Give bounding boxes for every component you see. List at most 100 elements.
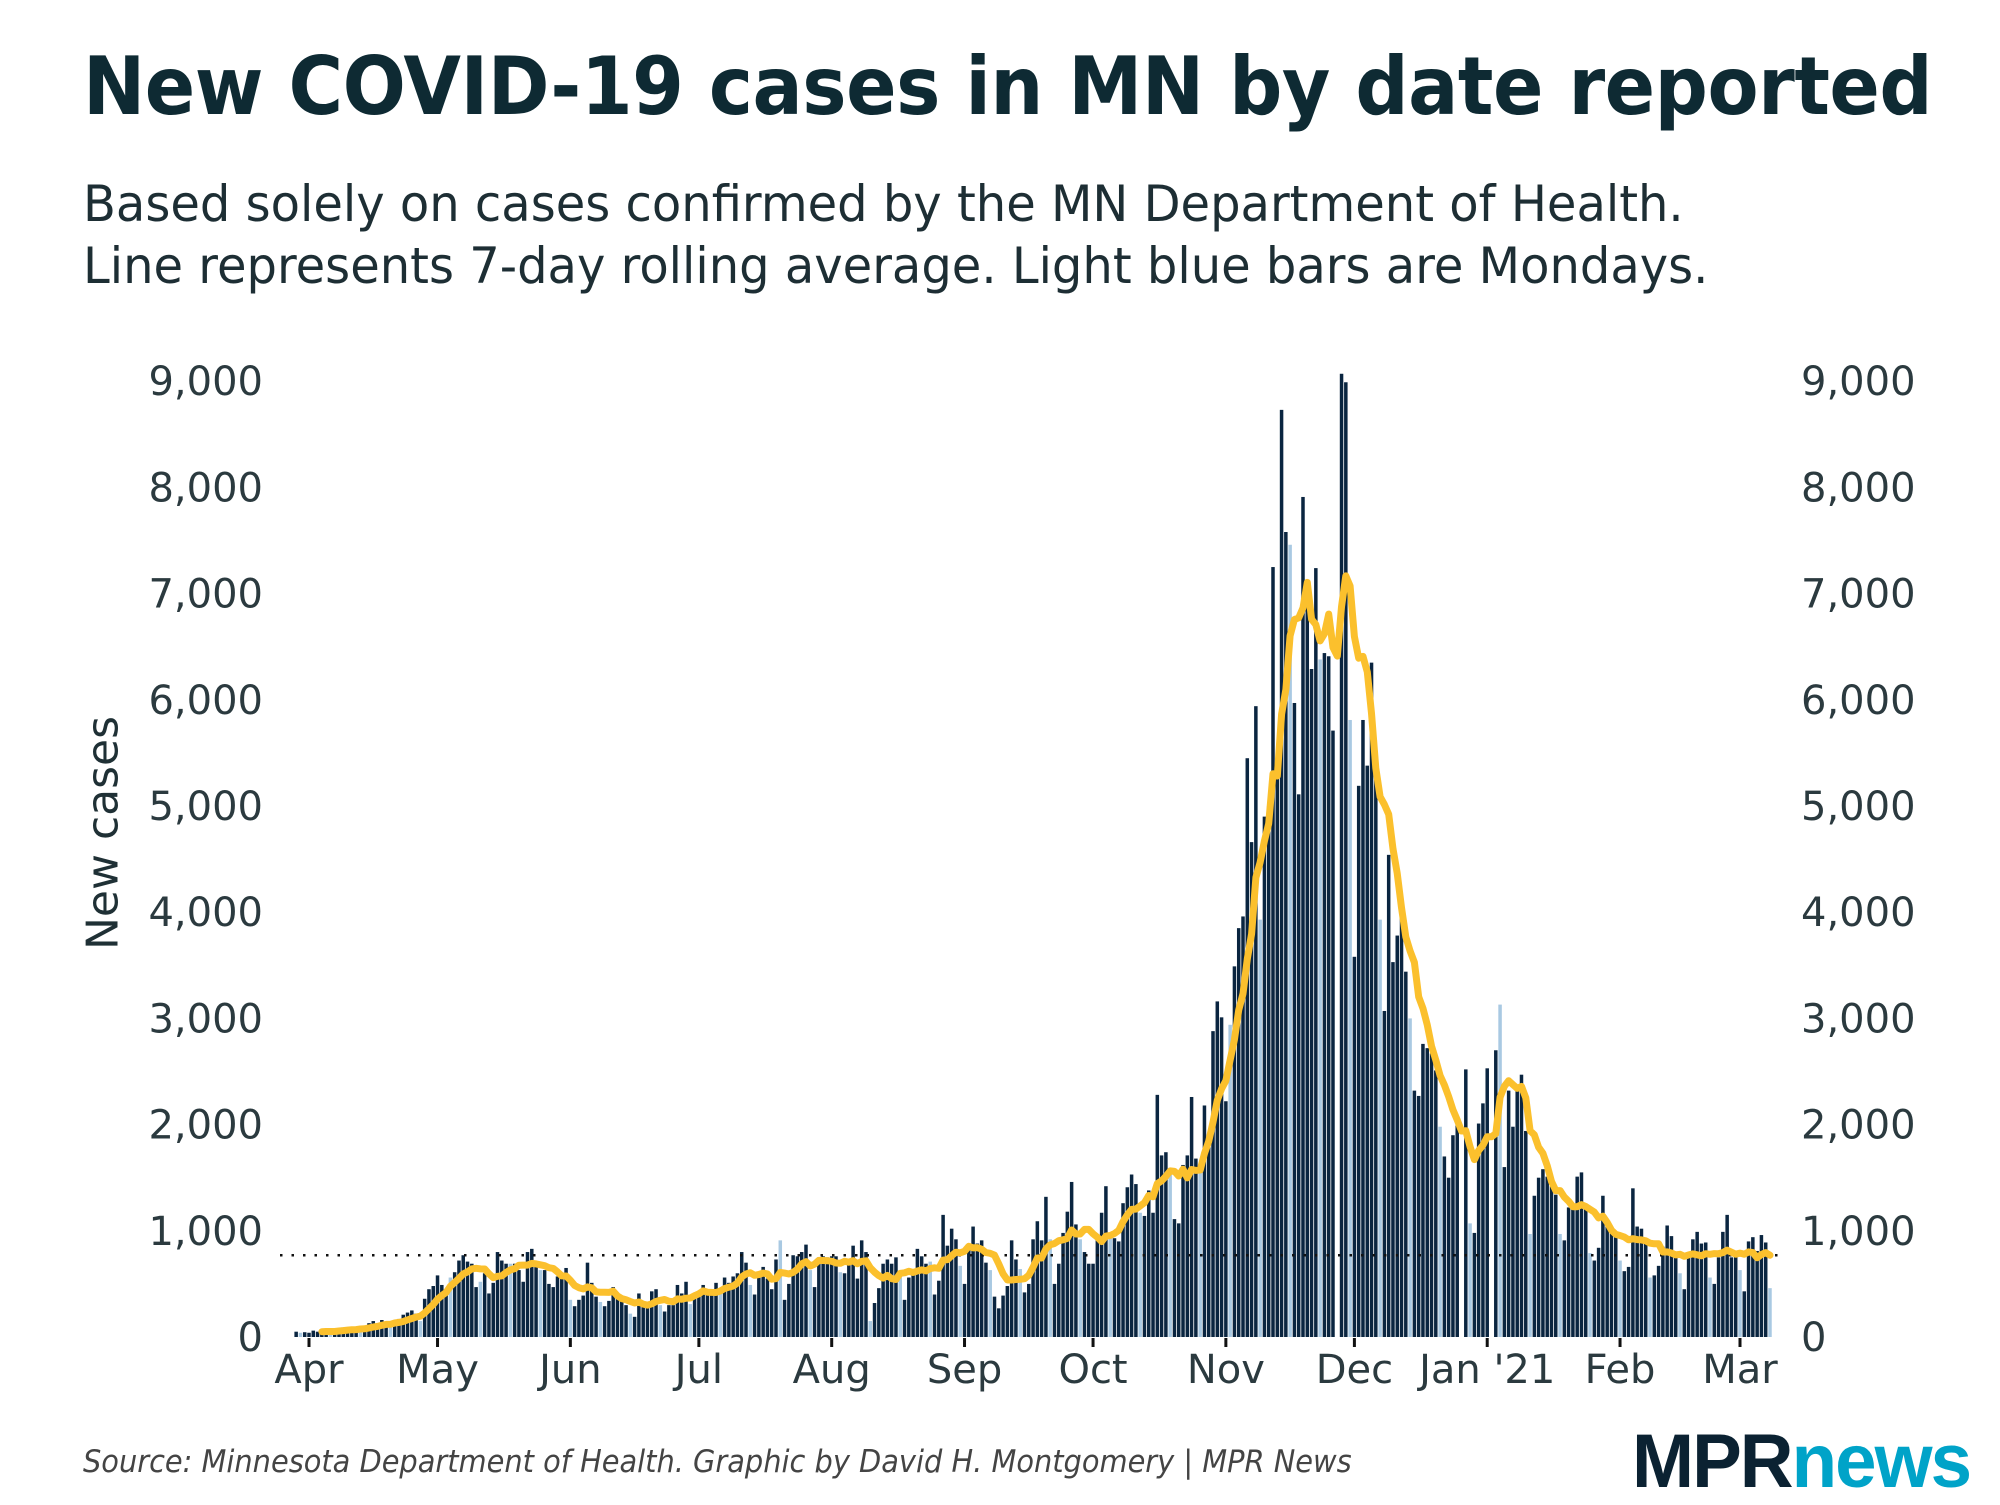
- daily-bar: [1241, 916, 1245, 1337]
- daily-bar: [902, 1299, 907, 1337]
- monday-bar: [1768, 1288, 1772, 1337]
- daily-bar: [1639, 1228, 1644, 1337]
- monday-bar: [1618, 1260, 1622, 1337]
- daily-bar: [1374, 766, 1378, 1337]
- daily-bar: [1759, 1235, 1764, 1337]
- daily-bar: [1065, 1211, 1070, 1337]
- daily-bar: [1549, 1186, 1554, 1337]
- monday-bar: [868, 1321, 873, 1337]
- daily-bar: [1339, 373, 1344, 1337]
- daily-bar: [825, 1257, 830, 1337]
- daily-bar: [307, 1332, 311, 1337]
- daily-bar: [1044, 1196, 1048, 1337]
- daily-bar: [1421, 1043, 1425, 1337]
- daily-bar: [1344, 382, 1348, 1337]
- monday-bar: [418, 1321, 423, 1337]
- daily-bar: [1151, 1212, 1155, 1337]
- monday-bar: [658, 1305, 663, 1337]
- daily-bar: [1605, 1220, 1609, 1337]
- daily-bar: [1331, 730, 1335, 1337]
- daily-bar: [1395, 935, 1399, 1337]
- daily-bar: [534, 1266, 538, 1337]
- daily-bar: [1532, 1195, 1537, 1337]
- daily-bar: [984, 1262, 988, 1337]
- daily-bar: [470, 1263, 474, 1337]
- monday-bar: [1708, 1277, 1712, 1337]
- daily-bar: [517, 1270, 521, 1337]
- daily-bar: [495, 1252, 500, 1337]
- monday-bar: [1138, 1212, 1142, 1337]
- monday-bar: [1288, 544, 1292, 1337]
- daily-bar: [911, 1272, 915, 1337]
- daily-bar: [1365, 765, 1369, 1337]
- daily-bar: [530, 1248, 534, 1337]
- monday-bar: [1438, 1126, 1442, 1337]
- monday-bar: [1318, 659, 1322, 1337]
- daily-bar: [1181, 1164, 1185, 1337]
- monday-bar: [478, 1281, 483, 1337]
- daily-bar: [461, 1255, 465, 1337]
- daily-bar: [945, 1245, 950, 1337]
- daily-bar: [787, 1283, 791, 1337]
- daily-bar: [1686, 1256, 1691, 1337]
- daily-bar: [1232, 966, 1237, 1337]
- daily-bar: [662, 1311, 667, 1337]
- y-tick-label-left: 8,000: [148, 465, 263, 511]
- bars-group: [294, 373, 1772, 1338]
- daily-bar: [834, 1256, 838, 1337]
- daily-bar: [1022, 1292, 1027, 1337]
- x-tick-label: Dec: [1316, 1347, 1393, 1393]
- x-tick-label: Mar: [1702, 1347, 1778, 1393]
- monday-bar: [1228, 1024, 1232, 1337]
- daily-bar: [812, 1287, 817, 1337]
- daily-bar: [1763, 1242, 1768, 1337]
- daily-bar: [975, 1243, 980, 1337]
- y-tick-label-right: 1,000: [1801, 1209, 1916, 1255]
- daily-bar: [1695, 1231, 1699, 1337]
- daily-bar: [491, 1282, 495, 1337]
- daily-bar: [1506, 1090, 1511, 1337]
- daily-bar: [637, 1293, 641, 1337]
- y-tick-label-right: 8,000: [1801, 465, 1916, 511]
- daily-bar: [414, 1313, 418, 1337]
- daily-bar: [1215, 1001, 1220, 1337]
- daily-bar: [804, 1244, 808, 1337]
- daily-bar: [1481, 1103, 1485, 1337]
- monday-bar: [988, 1270, 992, 1337]
- monday-bar: [1648, 1277, 1652, 1337]
- x-tick-label: Jul: [672, 1347, 723, 1393]
- daily-bar: [1185, 1155, 1190, 1337]
- y-axis-title: New cases: [77, 715, 129, 951]
- daily-bar: [1635, 1226, 1639, 1337]
- daily-bar: [1301, 496, 1305, 1338]
- daily-bar: [1554, 1194, 1558, 1337]
- daily-bar: [594, 1296, 598, 1337]
- monday-bar: [838, 1272, 843, 1337]
- daily-bar: [1275, 774, 1280, 1337]
- daily-bar: [752, 1294, 757, 1337]
- daily-bar: [444, 1291, 448, 1337]
- daily-bar: [1104, 1186, 1108, 1337]
- daily-bar: [1485, 1068, 1489, 1337]
- daily-bar: [1271, 567, 1275, 1337]
- daily-bar: [782, 1299, 787, 1337]
- daily-bar: [971, 1226, 975, 1337]
- daily-bar: [1069, 1181, 1074, 1337]
- daily-bar: [1601, 1195, 1605, 1337]
- monday-bar: [718, 1293, 723, 1337]
- monday-bar: [1348, 719, 1352, 1337]
- daily-bar: [654, 1289, 658, 1337]
- daily-bar: [1691, 1239, 1695, 1337]
- chart-subtitle-line-2: Line represents 7-day rolling average. L…: [83, 237, 1709, 295]
- monday-bar: [748, 1284, 753, 1337]
- daily-bar: [1562, 1240, 1567, 1337]
- daily-bar: [1091, 1263, 1095, 1337]
- x-tick-label: Apr: [274, 1347, 344, 1393]
- monday-bar: [388, 1327, 393, 1337]
- daily-bar: [504, 1263, 508, 1337]
- daily-bar: [1121, 1203, 1125, 1337]
- logo-mpr: MPR: [1632, 1419, 1794, 1504]
- daily-bar: [1266, 806, 1271, 1337]
- x-tick-label: Aug: [793, 1347, 871, 1393]
- rolling-average-line: [318, 572, 1774, 1336]
